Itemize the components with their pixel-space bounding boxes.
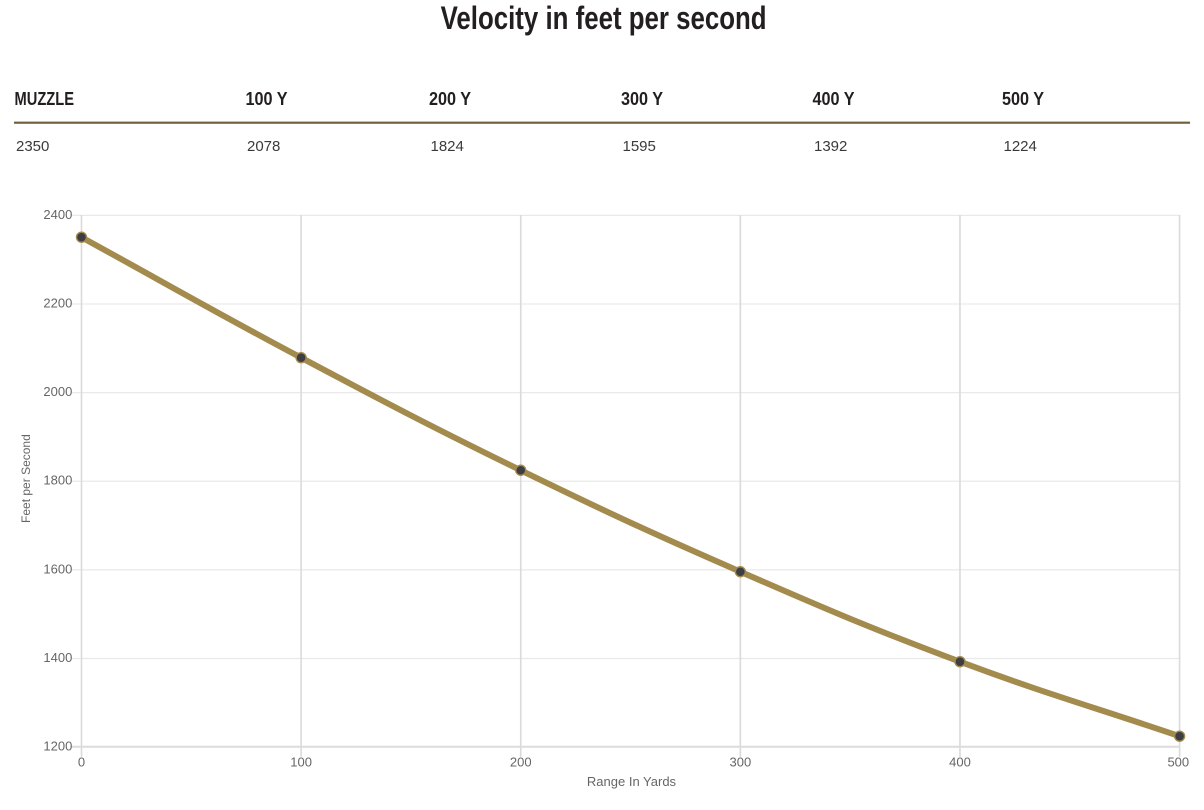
svg-text:500 Y: 500 Y: [1002, 89, 1044, 109]
svg-text:1800: 1800: [43, 473, 72, 488]
svg-text:Velocity in feet per second: Velocity in feet per second: [441, 0, 767, 36]
svg-text:400: 400: [949, 754, 971, 769]
svg-text:2350: 2350: [16, 138, 49, 155]
svg-text:500: 500: [1167, 754, 1189, 769]
svg-text:1824: 1824: [431, 138, 464, 155]
svg-text:Range In Yards: Range In Yards: [587, 774, 677, 789]
svg-text:1200: 1200: [43, 739, 72, 754]
svg-text:200: 200: [510, 754, 532, 769]
svg-text:1595: 1595: [623, 138, 656, 155]
svg-text:300 Y: 300 Y: [621, 89, 663, 109]
svg-text:2000: 2000: [43, 384, 72, 399]
svg-text:1400: 1400: [43, 650, 72, 665]
svg-text:400 Y: 400 Y: [813, 89, 855, 109]
svg-text:2078: 2078: [247, 138, 280, 155]
svg-text:100 Y: 100 Y: [246, 89, 288, 109]
svg-text:0: 0: [78, 754, 85, 769]
svg-text:1392: 1392: [814, 138, 847, 155]
svg-text:1600: 1600: [43, 561, 72, 576]
svg-text:Feet per Second: Feet per Second: [19, 434, 33, 523]
svg-text:200 Y: 200 Y: [429, 89, 471, 109]
svg-text:100: 100: [290, 754, 312, 769]
svg-text:2400: 2400: [43, 207, 72, 222]
svg-text:300: 300: [730, 754, 752, 769]
svg-text:2200: 2200: [43, 295, 72, 310]
svg-text:1224: 1224: [1004, 138, 1037, 155]
svg-text:MUZZLE: MUZZLE: [15, 89, 75, 109]
